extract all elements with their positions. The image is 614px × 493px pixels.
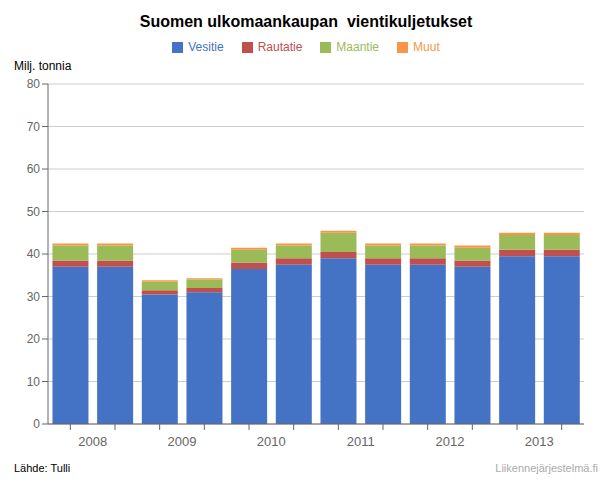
svg-text:2011: 2011 [347,434,375,449]
svg-text:0: 0 [33,417,40,431]
html-text:Lähde: Tulli: Lähde: Tulli [14,462,71,474]
svg-text:20: 20 [27,332,41,346]
svg-text:2010: 2010 [257,434,286,449]
svg-text:2012: 2012 [436,434,465,449]
html-text:Rautatie: Rautatie [257,40,303,54]
svg-text:10: 10 [27,375,41,389]
html-text:Muut: Muut [413,40,440,54]
svg-text:80: 80 [27,77,41,91]
html-text:Vesitie: Vesitie [188,40,224,54]
svg-text:50: 50 [27,205,41,219]
html-text:Maantie: Maantie [336,40,379,54]
svg-text:2009: 2009 [168,434,197,449]
svg-text:2013: 2013 [525,434,554,449]
svg-text:40: 40 [27,247,41,261]
html-text:Liikennejärjestelmä.fi: Liikennejärjestelmä.fi [495,462,598,474]
html-text:Suomen ulkomaankaupan vientiku: Suomen ulkomaankaupan vientikuljetukset [139,13,473,30]
html-text:Milj. tonnia: Milj. tonnia [14,59,72,73]
svg-text:70: 70 [27,120,41,134]
svg-text:60: 60 [27,162,41,176]
svg-text:2008: 2008 [78,434,107,449]
svg-text:30: 30 [27,290,41,304]
